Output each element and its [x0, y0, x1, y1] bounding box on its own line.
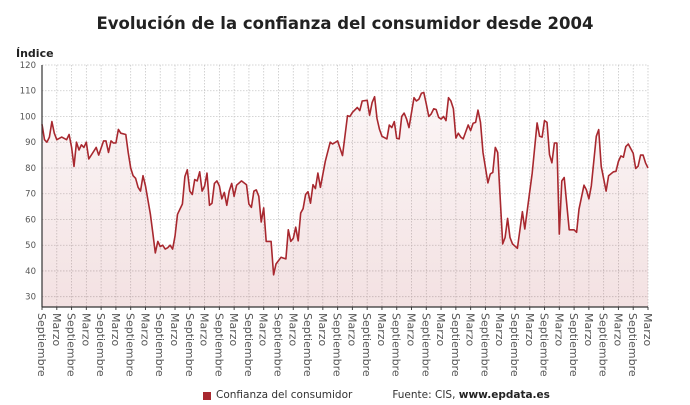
x-tick-label: Marzo — [611, 313, 624, 347]
x-tick-label: Septiembre — [360, 313, 373, 377]
x-tick-label: Septiembre — [597, 313, 610, 377]
legend-swatch — [203, 391, 211, 400]
y-tick-label: 30 — [25, 293, 36, 303]
x-tick-label: Septiembre — [124, 313, 137, 377]
x-tick-label: Marzo — [641, 313, 654, 347]
x-tick-label: Septiembre — [626, 313, 639, 377]
x-tick-label: Marzo — [523, 313, 536, 347]
legend-label: Confianza del consumidor — [216, 389, 353, 401]
x-tick-label: Marzo — [168, 313, 181, 347]
x-tick-label: Marzo — [257, 313, 270, 347]
x-tick-label: Septiembre — [271, 313, 284, 377]
y-tick-label: 120 — [20, 61, 36, 71]
source-site: www.epdata.es — [458, 389, 550, 401]
y-tick-label: 50 — [25, 241, 36, 251]
x-tick-label: Marzo — [316, 313, 329, 347]
x-tick-label: Septiembre — [94, 313, 107, 377]
x-tick-label: Septiembre — [478, 313, 491, 377]
y-tick-label: 70 — [25, 190, 36, 200]
x-tick-label: Septiembre — [538, 313, 551, 377]
x-tick-label: Marzo — [375, 313, 388, 347]
x-tick-label: Septiembre — [153, 313, 166, 377]
x-tick-label: Marzo — [109, 313, 122, 347]
legend: Confianza del consumidor Fuente: CIS, ww… — [203, 389, 550, 402]
x-tick-label: Septiembre — [331, 313, 344, 377]
y-tick-label: 80 — [25, 164, 36, 174]
y-tick-label: 110 — [20, 87, 36, 97]
x-tick-label: Marzo — [227, 313, 240, 347]
x-tick-label: Marzo — [405, 313, 418, 347]
x-tick-label: Septiembre — [508, 313, 521, 377]
y-tick-label: 90 — [25, 138, 36, 148]
series-layer — [41, 91, 649, 307]
x-tick-label: Septiembre — [212, 313, 225, 377]
x-tick-label: Marzo — [582, 313, 595, 347]
source-note: Fuente: CIS, www.epdata.es — [392, 389, 550, 402]
x-tick-label: Marzo — [464, 313, 477, 347]
x-tick-label: Marzo — [79, 313, 92, 347]
y-axis-label: Índice — [16, 47, 54, 60]
x-tick-label: Septiembre — [449, 313, 462, 377]
y-tick-label: 60 — [25, 215, 36, 225]
x-tick-label: Septiembre — [35, 313, 48, 377]
x-tick-label: Septiembre — [183, 313, 196, 377]
series-area — [42, 92, 648, 307]
y-tick-label: 100 — [20, 112, 36, 122]
x-tick-label: Marzo — [50, 313, 63, 347]
x-tick-label: Septiembre — [65, 313, 78, 377]
series-line — [41, 91, 649, 276]
source-prefix: Fuente: CIS, — [392, 389, 459, 401]
x-tick-label: Septiembre — [301, 313, 314, 377]
y-tick-label: 40 — [25, 267, 36, 277]
x-tick-label: Marzo — [345, 313, 358, 347]
x-tick-label: Marzo — [286, 313, 299, 347]
x-tick-label: Septiembre — [567, 313, 580, 377]
chart-title: Evolución de la confianza del consumidor… — [96, 14, 594, 33]
x-tick-label: Marzo — [198, 313, 211, 347]
x-tick-label: Septiembre — [390, 313, 403, 377]
x-tick-label: Septiembre — [419, 313, 432, 377]
x-tick-label: Marzo — [138, 313, 151, 347]
x-tick-label: Marzo — [493, 313, 506, 347]
x-tick-label: Septiembre — [242, 313, 255, 377]
x-tick-label: Marzo — [434, 313, 447, 347]
x-tick-label: Marzo — [552, 313, 565, 347]
